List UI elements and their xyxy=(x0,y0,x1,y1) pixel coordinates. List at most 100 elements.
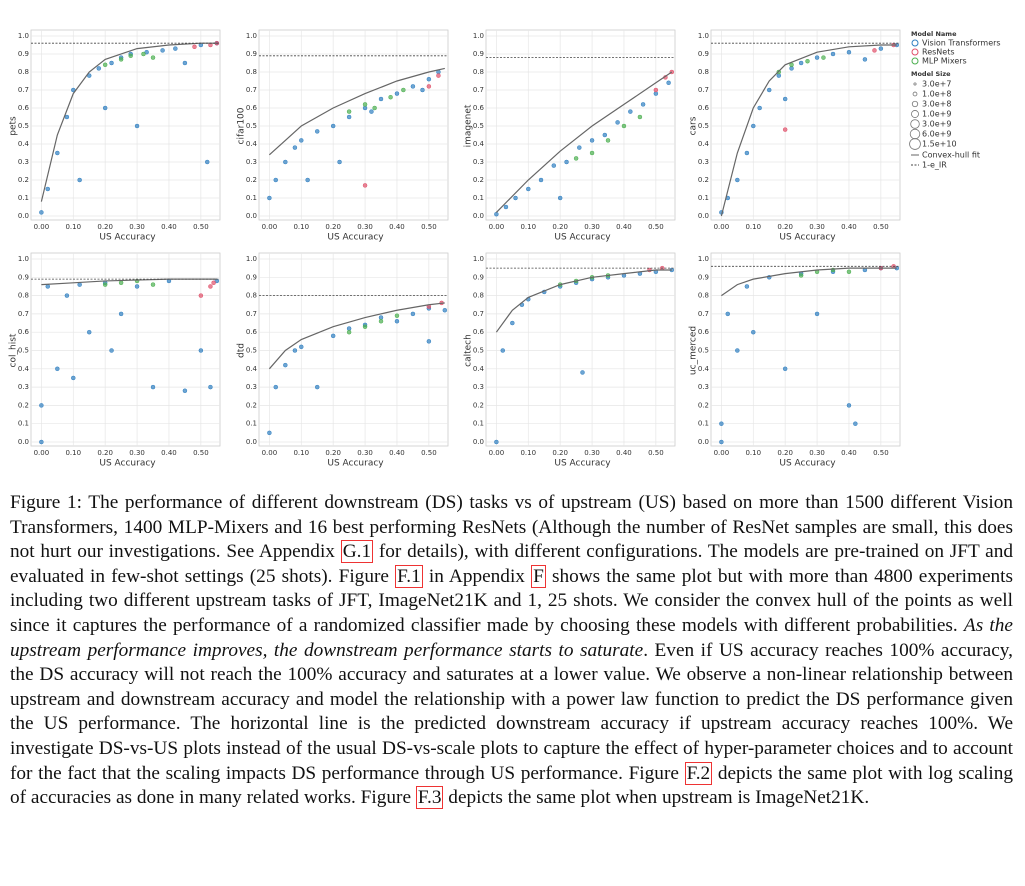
data-point xyxy=(208,284,213,289)
data-point xyxy=(102,62,108,68)
data-point xyxy=(426,339,432,344)
convex-hull-fit xyxy=(268,302,445,370)
y-tick-label: 0.2 xyxy=(473,401,484,409)
data-point xyxy=(292,145,298,150)
caption-ref[interactable]: F.2 xyxy=(684,761,713,785)
y-tick-label: 0.4 xyxy=(473,365,485,373)
caption-italic: As the upstream performance improves, th… xyxy=(10,614,1013,661)
data-point xyxy=(751,329,756,335)
data-point xyxy=(577,145,582,150)
x-tick-label: 0.40 xyxy=(161,449,177,457)
y-axis-label: col_hist xyxy=(9,333,19,367)
x-tick-label: 0.00 xyxy=(34,223,50,231)
data-point xyxy=(77,282,82,287)
x-tick-label: 0.30 xyxy=(584,449,600,457)
data-point xyxy=(853,421,858,426)
data-point xyxy=(378,318,384,324)
data-point xyxy=(267,195,272,201)
data-point xyxy=(118,57,124,62)
y-tick-label: 0.8 xyxy=(473,292,484,300)
legend-label: 3.0e+7 xyxy=(922,80,951,89)
plot-frame xyxy=(485,29,676,221)
y-tick-label: 0.5 xyxy=(246,347,257,355)
convex-hull-fit xyxy=(495,71,673,213)
x-tick-label: 0.50 xyxy=(193,449,209,457)
data-point xyxy=(71,375,76,381)
caption-plain: depicts the same plot when upstream is I… xyxy=(443,787,870,809)
data-point xyxy=(551,163,557,168)
data-point xyxy=(198,293,204,298)
data-point xyxy=(719,439,724,445)
y-tick-label: 0.3 xyxy=(698,383,709,391)
y-tick-label: 0.0 xyxy=(698,438,709,446)
size-symbol xyxy=(910,119,920,129)
caption-ref[interactable]: F xyxy=(531,564,546,588)
y-tick-label: 0.5 xyxy=(246,122,257,130)
x-tick-label: 0.40 xyxy=(616,449,632,457)
x-tick-label: 0.00 xyxy=(262,223,278,231)
convex-hull-fit xyxy=(721,267,897,297)
x-axis-label: US Accuracy xyxy=(99,459,156,469)
x-tick-label: 0.10 xyxy=(745,449,761,457)
data-point xyxy=(615,120,620,125)
y-tick-label: 0.4 xyxy=(246,140,258,148)
data-point xyxy=(666,80,671,86)
x-tick-label: 0.20 xyxy=(777,449,793,457)
y-tick-label: 0.7 xyxy=(246,310,257,318)
y-axis-label: pets xyxy=(9,116,19,136)
data-point xyxy=(283,159,288,165)
data-point xyxy=(77,177,82,183)
y-tick-label: 0.5 xyxy=(473,347,484,355)
data-point xyxy=(299,344,304,350)
data-point xyxy=(86,329,92,335)
y-tick-label: 0.6 xyxy=(246,328,258,336)
x-tick-label: 0.50 xyxy=(421,449,437,457)
data-point xyxy=(273,384,279,390)
data-point xyxy=(805,58,810,64)
y-tick-label: 0.6 xyxy=(473,328,485,336)
data-point xyxy=(757,105,762,111)
caption-plain: . Even if US accuracy reaches 100% accur… xyxy=(10,639,1013,784)
y-tick-label: 0.7 xyxy=(473,310,484,318)
plot-frame xyxy=(485,252,676,447)
legend-title: Model Name xyxy=(911,30,957,38)
y-tick-label: 0.8 xyxy=(18,68,29,76)
y-tick-label: 1.0 xyxy=(246,255,257,263)
x-tick-label: 0.20 xyxy=(97,223,113,231)
data-point xyxy=(39,439,44,445)
x-tick-label: 0.50 xyxy=(193,223,209,231)
y-tick-label: 0.3 xyxy=(18,383,29,391)
data-point xyxy=(150,282,156,287)
x-tick-label: 0.30 xyxy=(584,223,600,231)
data-point xyxy=(621,123,627,129)
y-tick-label: 0.1 xyxy=(246,420,257,428)
caption-ref[interactable]: F.1 xyxy=(395,564,423,588)
caption-plain: depicts the same plot with log scaling o… xyxy=(10,762,1013,809)
data-point xyxy=(134,284,140,289)
legend-symbol xyxy=(911,48,919,56)
y-tick-label: 0.2 xyxy=(698,176,709,184)
data-point xyxy=(410,311,416,317)
caption-ref[interactable]: F.3 xyxy=(415,786,444,810)
y-tick-label: 0.8 xyxy=(473,68,484,76)
data-point xyxy=(346,326,352,331)
legend-label: 6.0e+9 xyxy=(922,130,951,139)
convex-hull-fit xyxy=(268,67,445,156)
y-tick-label: 0.7 xyxy=(246,86,257,94)
y-tick-label: 0.3 xyxy=(246,158,257,166)
convex-hull-fit xyxy=(40,42,217,202)
y-tick-label: 0.1 xyxy=(473,194,484,202)
y-tick-label: 0.4 xyxy=(698,140,710,148)
data-point xyxy=(362,102,368,107)
data-point xyxy=(299,138,304,143)
data-point xyxy=(102,105,108,111)
y-tick-label: 0.4 xyxy=(18,365,30,373)
caption-ref[interactable]: G.1 xyxy=(340,540,374,564)
x-tick-label: 0.30 xyxy=(357,223,373,231)
data-point xyxy=(45,186,51,192)
y-tick-label: 0.3 xyxy=(18,158,29,166)
y-tick-label: 0.9 xyxy=(473,50,484,58)
data-point xyxy=(782,96,788,102)
y-tick-label: 0.2 xyxy=(246,401,257,409)
